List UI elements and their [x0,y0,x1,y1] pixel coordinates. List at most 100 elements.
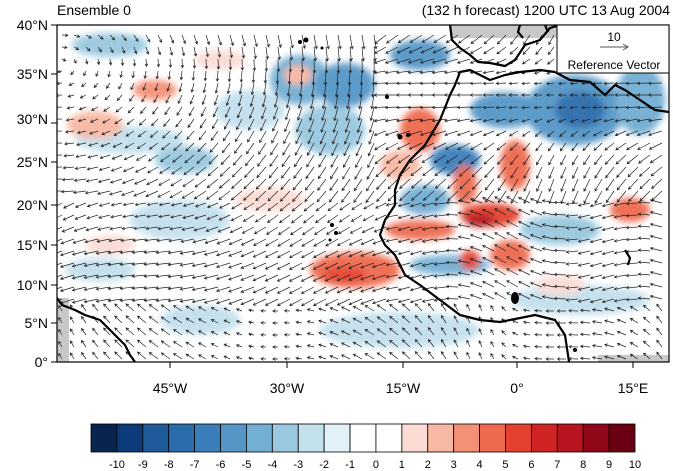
wind-vector-arrow [107,262,123,267]
wind-vector-arrow [57,154,63,156]
wind-vector-arrow [107,298,123,303]
wind-vector-arrow [330,154,339,168]
wind-vector-arrow [205,34,211,46]
wind-vector-arrow [347,70,352,86]
wind-vector-arrow [613,238,627,243]
wind-vector-arrow [77,118,87,123]
wind-vector-arrow [210,307,219,312]
wind-vector-arrow [85,46,91,52]
wind-vector-arrow [255,190,267,202]
wind-vector-arrow [471,166,483,178]
wind-vector-arrow [103,315,111,324]
wind-vector-arrow [277,238,291,247]
wind-vector-arrow [210,343,219,348]
wind-vector-arrow [239,70,244,83]
wind-vector-arrow [613,250,627,255]
wind-vector-arrow [361,34,366,50]
wind-vector-arrow [186,130,195,140]
wind-vector-arrow [368,130,375,145]
wind-vector-arrow [74,214,87,220]
wind-vector-arrow [272,357,278,361]
wind-vector-arrow [360,238,375,246]
wind-vector-arrow [76,142,87,147]
wind-vector-arrow [363,202,375,210]
wind-vector-arrow [625,237,639,242]
wind-vector-arrow [198,354,207,360]
wind-vector-arrow [385,142,399,150]
wind-vector-arrow [318,307,327,312]
wind-vector-arrow [300,286,315,294]
colorbar-swatch [427,423,455,453]
colorbar-swatch [479,423,506,453]
wind-vector-arrow [325,46,329,62]
wind-vector-arrow [478,328,483,336]
wind-vector-arrow [384,105,399,110]
wind-vector-arrow [637,260,651,264]
wind-vector-arrow [360,250,375,257]
wind-vector-arrow [545,345,554,349]
wind-vector-arrow [232,154,243,166]
wind-vector-arrow [267,202,279,211]
wind-vector-arrow [484,178,495,191]
wind-vector-arrow [342,154,351,168]
wind-vector-arrow [110,166,123,172]
wind-vector-arrow [579,332,591,337]
wind-vector-arrow [85,58,89,65]
wind-vector-arrow [384,130,399,137]
wind-vector-arrow [482,70,495,75]
wind-vector-arrow [143,262,159,266]
colorbar-swatch [608,423,636,453]
wind-vector-arrow [265,34,270,48]
wind-vector-arrow [410,178,423,189]
wind-vector-arrow [84,190,99,195]
wind-vector-arrow [389,303,399,312]
wind-vector-arrow [570,130,579,137]
wind-vector-arrow [497,154,507,165]
wind-vector-arrow [223,343,231,348]
wind-vector-arrow [191,274,207,280]
wind-vector-arrow [328,190,339,203]
wind-vector-arrow [217,34,222,46]
wind-vector-arrow [522,356,531,360]
wind-vector-arrow [306,154,315,168]
wind-vector-arrow [280,178,291,191]
wind-vector-arrow [408,46,423,54]
wind-vector-arrow [501,342,507,348]
wind-vector-arrow [456,93,470,97]
wind-vector-arrow [231,166,243,178]
wind-vector-arrow [156,238,171,243]
wind-vector-arrow [336,286,351,294]
wind-vector-arrow [71,262,87,268]
wind-vector-arrow [433,286,447,290]
wind-vector-arrow [508,105,519,110]
wind-vector-arrow [324,274,339,282]
wind-vector-arrow [324,286,339,294]
wind-vector-arrow [545,105,555,110]
colorbar-swatch [142,423,170,453]
wind-vector-arrow [494,208,507,216]
wind-vector-arrow [160,328,171,336]
wind-vector-arrow [272,333,278,337]
wind-vector-arrow [409,34,423,43]
wind-vector-arrow [176,106,183,116]
wind-vector-arrow [591,344,603,348]
wind-vector-arrow [506,220,519,228]
wind-vector-arrow [553,224,567,229]
wind-vector-arrow [219,166,231,177]
wind-vector-arrow [173,142,183,151]
wind-vector-arrow [509,46,519,55]
wind-vector-arrow [344,130,351,145]
wind-vector-arrow [427,315,435,324]
wind-vector-arrow [179,70,184,81]
wind-vector-arrow [57,105,63,109]
wind-vector-arrow [601,262,615,268]
wind-vector-arrow [581,118,591,123]
wind-vector-arrow [138,118,147,126]
wind-vector-arrow [179,298,195,303]
wind-vector-arrow [240,262,255,269]
wind-vector-arrow [69,316,75,324]
wind-vector-arrow [57,226,63,230]
wind-vector-arrow [120,58,125,67]
wind-vector-arrow [61,58,67,62]
colorbar-label: 0 [373,459,379,471]
